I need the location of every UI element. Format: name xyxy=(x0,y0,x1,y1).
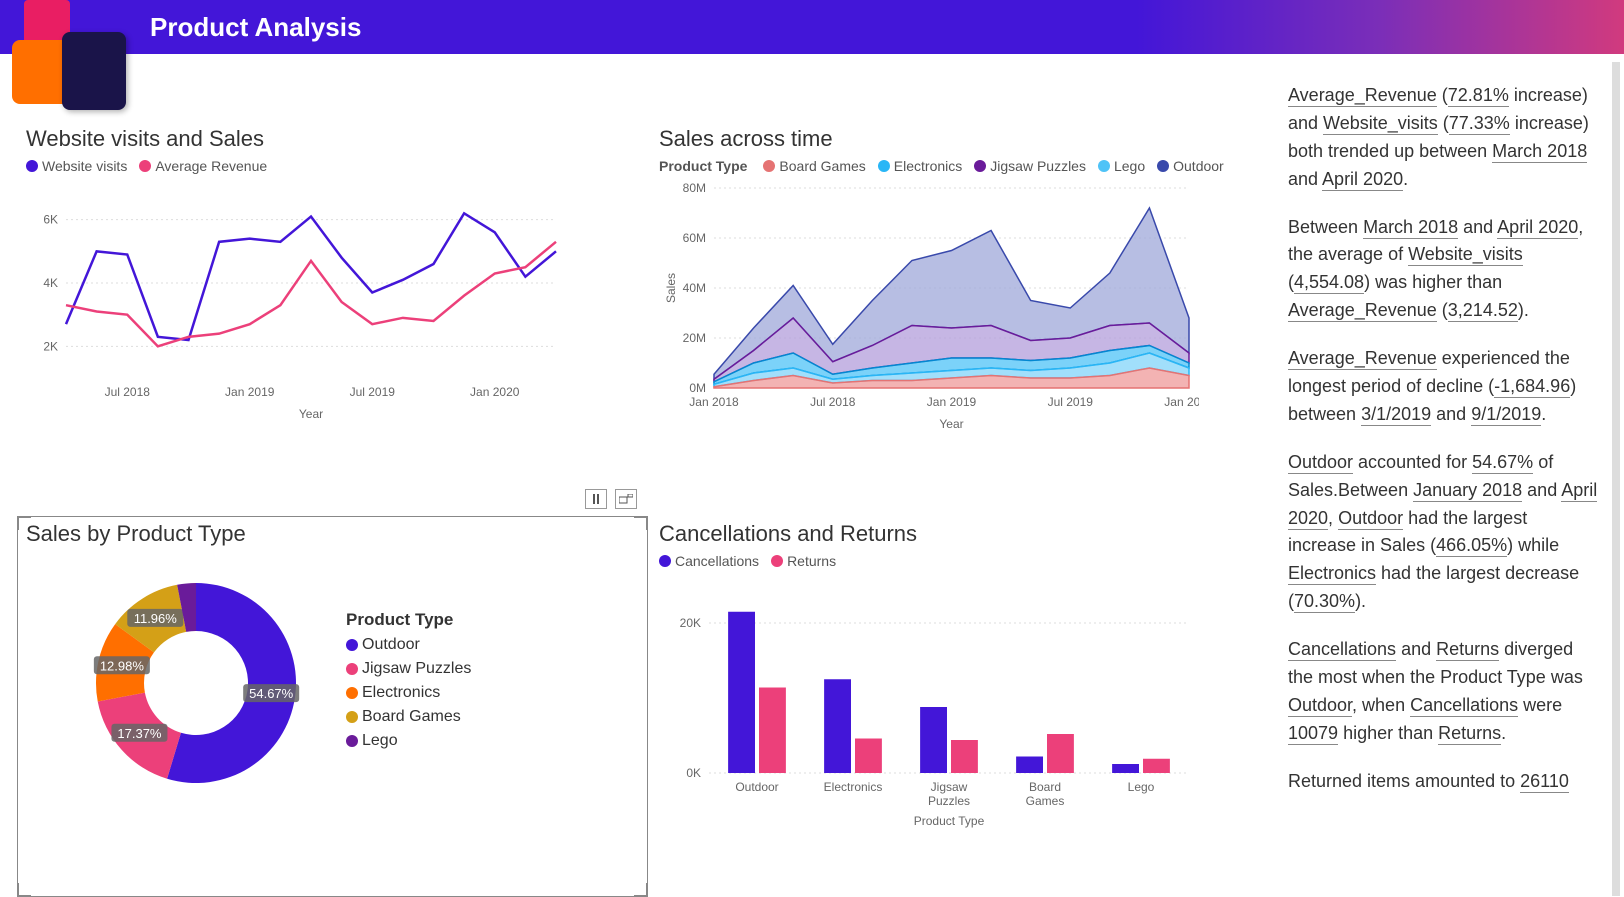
svg-text:0K: 0K xyxy=(686,766,701,780)
svg-text:54.67%: 54.67% xyxy=(249,686,294,701)
chart3-svg: 54.67% 17.37% 12.98% 11.96% xyxy=(26,553,346,813)
svg-text:Games: Games xyxy=(1026,794,1065,808)
chart4-title: Cancellations and Returns xyxy=(659,521,1272,547)
insights-panel[interactable]: Average_Revenue (72.81% increase) and We… xyxy=(1280,62,1620,896)
chart1-legend: Website visits Average Revenue xyxy=(26,158,639,174)
svg-text:20K: 20K xyxy=(680,616,701,630)
chart3-title: Sales by Product Type xyxy=(26,521,639,547)
svg-text:40M: 40M xyxy=(683,281,706,295)
chart-cancellations-returns[interactable]: Cancellations and Returns Cancellations … xyxy=(651,517,1280,896)
chart1-svg: 2K 4K 6K Jul 2018 Jan 2019 Jul 2019 Jan 2020 Ye… xyxy=(26,178,566,428)
svg-text:Lego: Lego xyxy=(1128,780,1155,794)
svg-text:Jan 2020: Jan 2020 xyxy=(470,385,520,399)
insight-2: Between March 2018 and April 2020, the a… xyxy=(1288,214,1600,326)
legend-item[interactable]: Jigsaw Puzzles xyxy=(346,660,471,678)
svg-text:Year: Year xyxy=(299,407,323,421)
svg-text:Year: Year xyxy=(939,417,963,431)
svg-text:12.98%: 12.98% xyxy=(100,658,145,673)
chart2-svg: 0M 20M 40M 60M 80M Jan 2018 Jul 2018 Jan 2019 Ju… xyxy=(659,178,1199,438)
chart2-title: Sales across time xyxy=(659,126,1272,152)
svg-text:Jigsaw: Jigsaw xyxy=(931,780,968,794)
svg-text:80M: 80M xyxy=(683,181,706,195)
svg-text:Jul 2018: Jul 2018 xyxy=(810,395,856,409)
svg-text:Puzzles: Puzzles xyxy=(928,794,970,808)
svg-text:Jul 2019: Jul 2019 xyxy=(1048,395,1094,409)
insight-1: Average_Revenue (72.81% increase) and We… xyxy=(1288,82,1600,194)
svg-text:Jan 2018: Jan 2018 xyxy=(689,395,739,409)
svg-text:Jan 2020: Jan 2020 xyxy=(1164,395,1199,409)
chart2-legend: Product Type Board Games Electronics Jig… xyxy=(659,158,1272,174)
legend-item[interactable]: Outdoor xyxy=(346,636,471,654)
svg-text:Outdoor: Outdoor xyxy=(735,780,778,794)
svg-text:Jul 2018: Jul 2018 xyxy=(105,385,151,399)
legend-item[interactable]: Board Games xyxy=(346,708,471,726)
chart4-svg: 0K 20K Outdoor Electronics JigsawPuzzles Boar… xyxy=(659,573,1199,833)
header: Product Analysis xyxy=(0,0,1624,54)
svg-text:Jul 2019: Jul 2019 xyxy=(350,385,396,399)
svg-text:Sales: Sales xyxy=(664,273,678,303)
svg-text:0M: 0M xyxy=(689,381,706,395)
svg-text:6K: 6K xyxy=(43,213,58,227)
svg-text:17.37%: 17.37% xyxy=(117,726,162,741)
selection-handle[interactable] xyxy=(634,516,648,530)
toolbar-focus-icon[interactable] xyxy=(585,489,607,509)
chart-website-visits-sales[interactable]: Website visits and Sales Website visits … xyxy=(18,122,647,507)
svg-text:20M: 20M xyxy=(683,331,706,345)
insight-6: Returned items amounted to 26110 xyxy=(1288,768,1600,796)
insight-5: Cancellations and Returns diverged the m… xyxy=(1288,636,1600,748)
svg-text:Product Type: Product Type xyxy=(914,814,985,828)
selection-handle[interactable] xyxy=(634,883,648,897)
legend-item[interactable]: Electronics xyxy=(346,684,471,702)
chart1-title: Website visits and Sales xyxy=(26,126,639,152)
svg-text:Jan 2019: Jan 2019 xyxy=(225,385,275,399)
insight-4: Outdoor accounted for 54.67% of Sales.Be… xyxy=(1288,449,1600,616)
page-title: Product Analysis xyxy=(150,12,361,43)
svg-text:Jan 2019: Jan 2019 xyxy=(927,395,977,409)
selection-handle[interactable] xyxy=(17,516,31,530)
chart4-legend: Cancellations Returns xyxy=(659,553,1272,569)
chart3-legend: Product Type OutdoorJigsaw PuzzlesElectr… xyxy=(346,610,471,756)
toolbar-filter-icon[interactable] xyxy=(615,489,637,509)
svg-text:11.96%: 11.96% xyxy=(134,611,178,626)
chart3-toolbar xyxy=(585,489,637,509)
legend-item[interactable]: Lego xyxy=(346,732,471,750)
svg-text:60M: 60M xyxy=(683,231,706,245)
svg-text:4K: 4K xyxy=(43,276,58,290)
selection-handle[interactable] xyxy=(17,883,31,897)
svg-text:2K: 2K xyxy=(43,339,58,353)
svg-text:Electronics: Electronics xyxy=(824,780,883,794)
chart-sales-across-time[interactable]: Sales across time Product Type Board Gam… xyxy=(651,122,1280,507)
svg-text:Board: Board xyxy=(1029,780,1061,794)
insight-3: Average_Revenue experienced the longest … xyxy=(1288,345,1600,429)
chart-sales-by-product-type[interactable]: Sales by Product Type 54.67% 17.37% 12.98%… xyxy=(18,517,647,896)
